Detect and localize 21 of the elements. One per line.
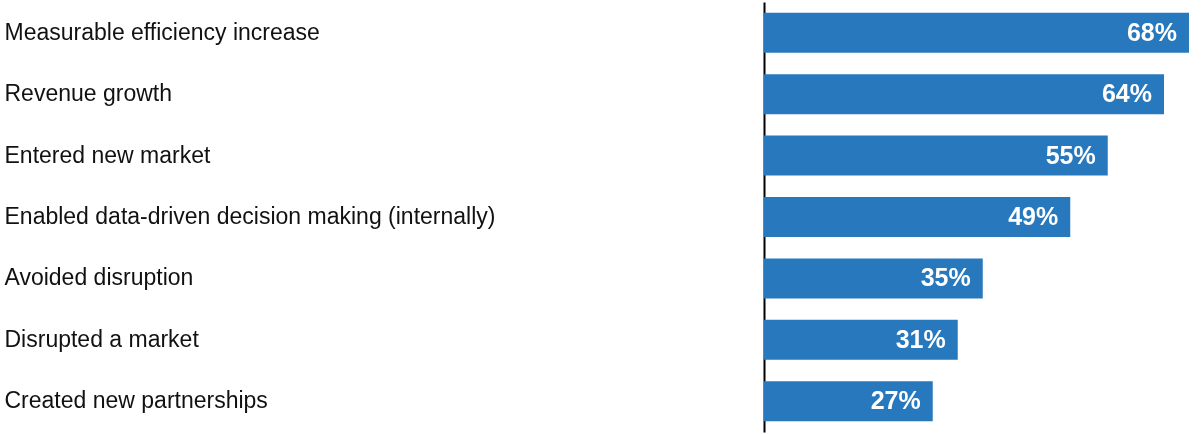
y-tick-label: Avoided disruption — [4, 264, 194, 291]
data-label: 55% — [1045, 140, 1096, 169]
data-label: 35% — [920, 263, 971, 292]
y-tick-label: Measurable efficiency increase — [4, 18, 320, 45]
data-label: 31% — [895, 324, 946, 353]
data-label: 68% — [1126, 17, 1177, 46]
bar — [764, 319, 958, 360]
data-label: 64% — [1101, 79, 1152, 108]
bar — [764, 135, 1108, 176]
y-tick-label: Revenue growth — [4, 80, 172, 107]
bar — [764, 12, 1189, 53]
y-tick-label: Entered new market — [4, 141, 211, 168]
y-tick-label: Enabled data-driven decision making (internally) — [4, 203, 496, 229]
y-tick-label: Created new partnerships — [4, 387, 268, 414]
y-tick-label: Disrupted a market — [4, 325, 200, 352]
bar — [764, 197, 1071, 237]
bar — [764, 74, 1164, 115]
bar — [764, 381, 933, 422]
bar — [764, 258, 983, 299]
data-label: 49% — [1008, 202, 1059, 230]
data-label: 27% — [870, 386, 921, 415]
